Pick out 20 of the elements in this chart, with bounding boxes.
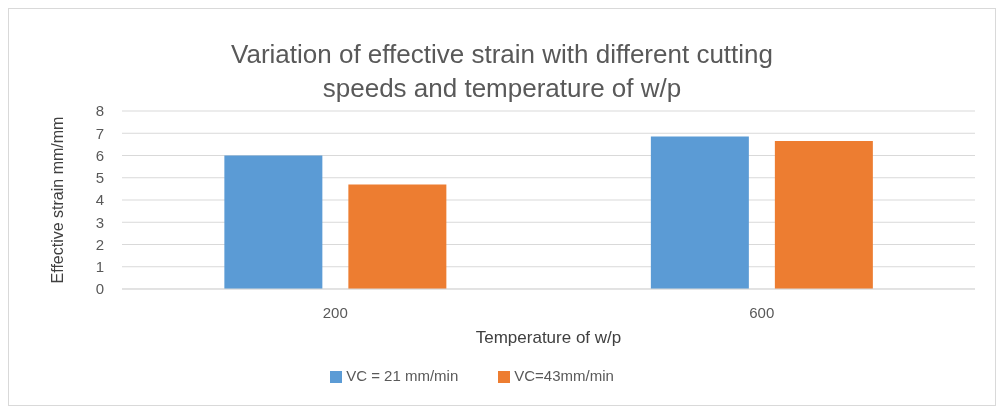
- y-axis-title: Effective strain mm/mm: [48, 116, 66, 284]
- y-tick-label: 0: [95, 280, 104, 298]
- y-tick-label: 2: [95, 235, 104, 253]
- y-tick-label: 1: [95, 258, 104, 276]
- x-tick-label: 600: [749, 303, 775, 321]
- x-axis-title: Temperature of w/p: [475, 328, 622, 348]
- y-tick-label: 7: [95, 124, 104, 142]
- bar: [650, 136, 749, 289]
- bar: [224, 155, 323, 289]
- chart-title: Variation of effective strain with different cutting speeds and temperature of w/p: [230, 38, 774, 105]
- y-tick-label: 6: [95, 146, 104, 164]
- bar: [348, 184, 447, 289]
- bar: [774, 141, 873, 289]
- y-tick-label: 5: [95, 169, 104, 187]
- x-tick-label: 200: [322, 303, 348, 321]
- y-tick-label: 3: [95, 213, 104, 231]
- y-tick-label: 8: [95, 102, 104, 120]
- y-tick-label: 4: [95, 191, 104, 209]
- legend-label: VC=43mm/min: [514, 367, 614, 384]
- legend-label: VC = 21 mm/min: [346, 367, 459, 384]
